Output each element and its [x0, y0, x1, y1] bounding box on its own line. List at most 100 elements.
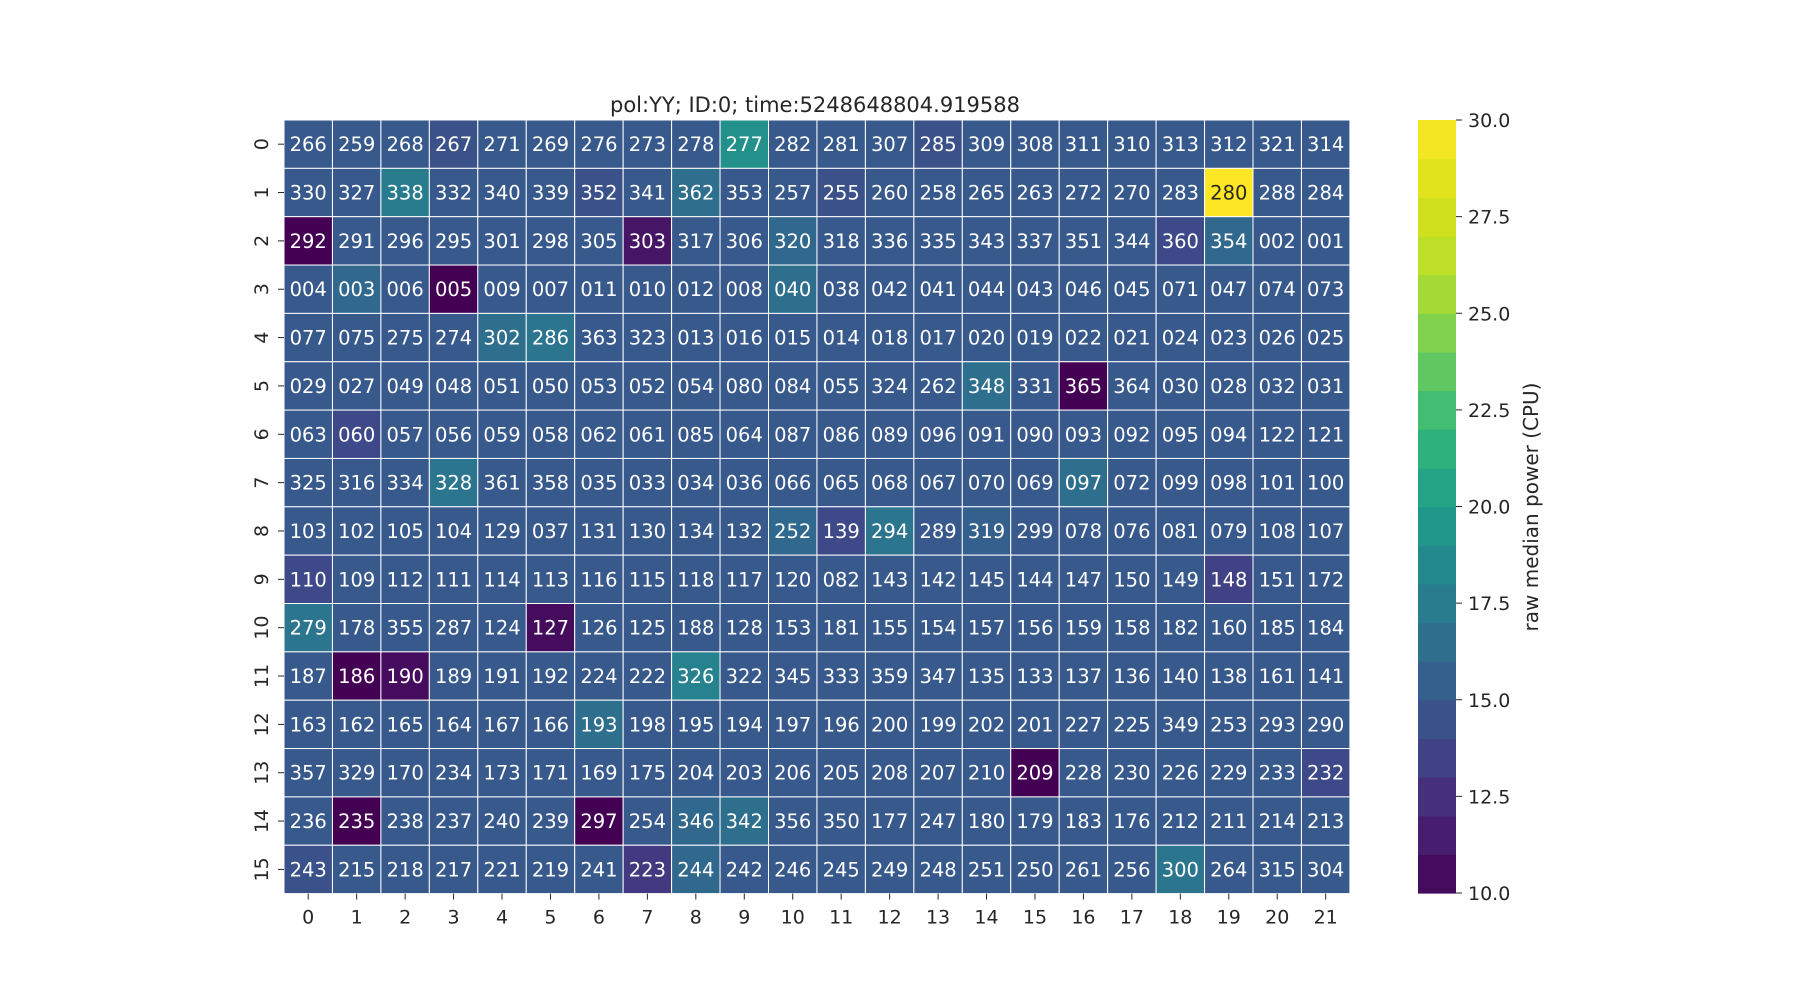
heatmap-cell	[622, 312, 673, 363]
heatmap-cell	[525, 603, 576, 653]
cell-value-label: 087	[774, 423, 811, 446]
cell-value-label: 329	[338, 762, 375, 785]
colorbar-tick-label: 20.0	[1468, 497, 1510, 519]
cell-value-label: 224	[580, 665, 617, 688]
cell-value-label: 326	[677, 665, 714, 688]
cell-value-label: 349	[1162, 713, 1199, 736]
heatmap-cell	[574, 651, 624, 701]
cell-value-label: 277	[726, 133, 763, 156]
cell-value-label: 205	[823, 762, 860, 785]
x-tick-label: 15	[1023, 907, 1047, 929]
cell-value-label: 315	[1259, 858, 1296, 881]
cell-value-label: 066	[774, 472, 811, 495]
y-tick-label: 8	[251, 525, 273, 537]
cell-value-label: 084	[774, 375, 811, 398]
cell-value-label: 211	[1210, 810, 1247, 833]
cell-value-label: 364	[1113, 375, 1150, 398]
cell-value-label: 169	[580, 762, 617, 785]
cell-value-label: 136	[1113, 665, 1150, 688]
heatmap-cell	[380, 844, 430, 895]
heatmap-cell	[719, 216, 769, 266]
cell-value-label: 200	[871, 713, 908, 736]
heatmap-cell	[1107, 119, 1157, 169]
cell-value-label: 210	[968, 762, 1005, 785]
heatmap-cell	[477, 651, 527, 701]
cell-value-label: 317	[677, 230, 714, 253]
cell-value-label: 002	[1259, 230, 1296, 253]
cell-value-label: 310	[1113, 133, 1150, 156]
cell-value-label: 308	[1016, 133, 1053, 156]
heatmap-cell	[525, 264, 576, 314]
colorbar-tick-label: 12.5	[1468, 786, 1510, 808]
heatmap-cell	[1010, 748, 1060, 798]
heatmap-cell	[719, 651, 769, 701]
cell-value-label: 206	[774, 762, 811, 785]
colorbar-band	[1418, 351, 1456, 392]
heatmap-cell	[1252, 699, 1302, 750]
cell-value-label: 221	[483, 858, 520, 881]
heatmap-cell	[768, 361, 818, 411]
heatmap-cell	[1010, 603, 1060, 653]
heatmap-cell	[719, 361, 769, 411]
heatmap-cell	[331, 603, 382, 653]
heatmap-cell	[1107, 506, 1157, 556]
heatmap-cell	[1058, 216, 1109, 266]
heatmap-cell	[283, 119, 333, 169]
cell-value-label: 214	[1259, 810, 1296, 833]
cell-value-label: 170	[387, 762, 424, 785]
cell-value-label: 012	[677, 278, 714, 301]
cell-value-label: 252	[774, 520, 811, 543]
heatmap-cell	[525, 167, 576, 218]
heatmap-cell	[864, 264, 915, 314]
cell-value-label: 038	[823, 278, 860, 301]
cell-value-label: 009	[483, 278, 520, 301]
heatmap-cell	[525, 506, 576, 556]
cell-value-label: 348	[968, 375, 1005, 398]
cell-value-label: 266	[290, 133, 327, 156]
cell-value-label: 215	[338, 858, 375, 881]
cell-value-label: 334	[387, 472, 424, 495]
cell-value-label: 127	[532, 617, 569, 640]
heatmap-cell	[574, 312, 624, 363]
cell-value-label: 163	[290, 713, 327, 736]
heatmap-cell	[1204, 699, 1254, 750]
heatmap-cell	[1058, 167, 1109, 218]
cell-value-label: 344	[1113, 230, 1150, 253]
cell-value-label: 004	[290, 278, 327, 301]
heatmap-cell	[331, 264, 382, 314]
heatmap-cell	[1058, 506, 1109, 556]
y-tick-label: 9	[251, 573, 273, 585]
heatmap-cell	[1107, 167, 1157, 218]
cell-value-label: 155	[871, 617, 908, 640]
heatmap-cell	[380, 216, 430, 266]
cell-value-label: 192	[532, 665, 569, 688]
x-tick-label: 11	[829, 907, 853, 929]
heatmap-cell	[1010, 361, 1060, 411]
cell-value-label: 184	[1307, 617, 1344, 640]
cell-value-label: 135	[968, 665, 1005, 688]
heatmap-cell	[913, 312, 963, 363]
heatmap-cell	[331, 506, 382, 556]
cell-value-label: 268	[387, 133, 424, 156]
cell-value-label: 173	[483, 762, 520, 785]
heatmap-cells	[283, 119, 1351, 895]
cell-value-label: 041	[919, 278, 956, 301]
heatmap-cell	[768, 699, 818, 750]
x-tick-label: 6	[593, 907, 605, 929]
colorbar-band	[1418, 274, 1456, 314]
cell-value-label: 080	[726, 375, 763, 398]
heatmap-cell	[961, 603, 1012, 653]
cell-value-label: 158	[1113, 617, 1150, 640]
cell-value-label: 067	[919, 472, 956, 495]
cell-value-label: 260	[871, 182, 908, 205]
cell-value-label: 296	[387, 230, 424, 253]
y-tick-label: 4	[251, 332, 273, 344]
heatmap-cell	[768, 748, 818, 798]
colorbar-tick-label: 17.5	[1468, 593, 1510, 615]
cell-value-label: 010	[629, 278, 666, 301]
cell-value-label: 274	[435, 327, 472, 350]
colorbar-band	[1418, 699, 1456, 739]
cell-value-label: 003	[338, 278, 375, 301]
cell-value-label: 147	[1065, 568, 1102, 591]
heatmap-cell	[864, 409, 915, 459]
